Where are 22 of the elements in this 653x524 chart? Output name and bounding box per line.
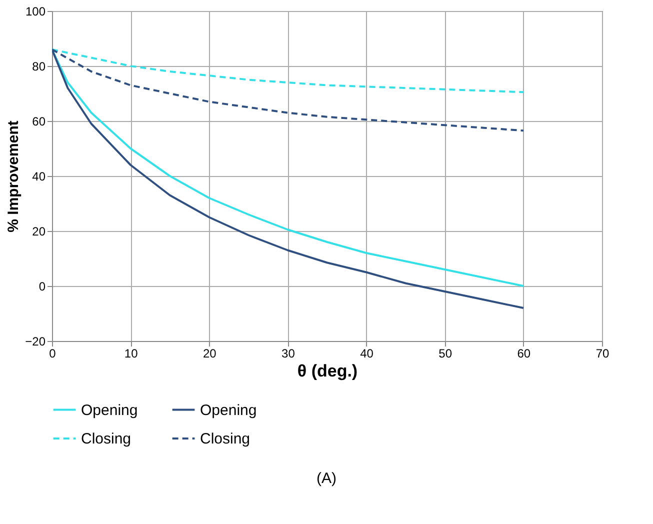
y-tick-label: 60 — [32, 114, 46, 128]
y-tick-label: 100 — [25, 4, 46, 18]
legend-label: Opening — [200, 402, 257, 419]
x-tick-label: 40 — [360, 346, 374, 360]
x-tick-label: 60 — [517, 346, 531, 360]
x-axis-title: θ (deg.) — [297, 362, 358, 380]
y-tick-label: 80 — [32, 60, 46, 74]
text: (A) — [316, 470, 338, 487]
x-tick-label: 10 — [124, 346, 138, 360]
legend-label: Opening — [81, 402, 138, 419]
y-tick-label: 40 — [32, 170, 46, 184]
x-tick-label: 70 — [596, 346, 610, 360]
legend-label: Closing — [200, 430, 250, 448]
x-tick-label: 20 — [202, 346, 217, 360]
x-tick-label: 0 — [49, 346, 56, 360]
y-tick-label: −20 — [25, 334, 46, 348]
x-tick-label: 50 — [438, 346, 452, 360]
y-axis-title: % Improvement — [5, 120, 22, 232]
y-tick-label: 0 — [38, 280, 46, 294]
x-tick-label: 30 — [282, 346, 296, 360]
legend-label: Closing — [81, 430, 132, 448]
y-tick-label: 20 — [32, 224, 46, 238]
